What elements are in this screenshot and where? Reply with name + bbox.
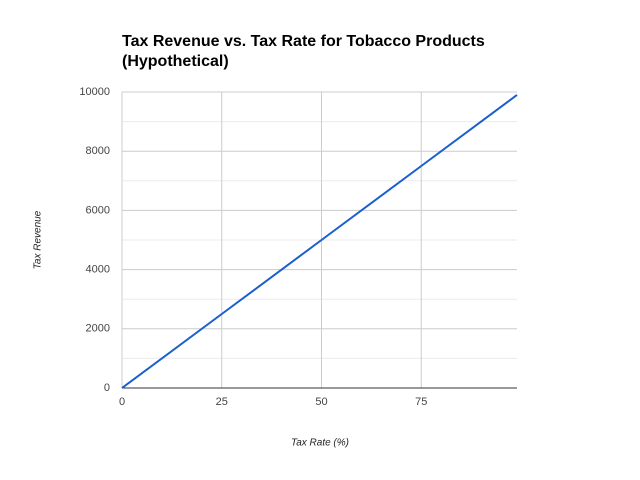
y-tick-label: 8000 (86, 145, 110, 157)
x-tick-label: 25 (216, 396, 228, 408)
line-series (121, 94, 518, 389)
y-tick-label: 10000 (79, 86, 110, 98)
y-tick-label: 0 (104, 382, 110, 394)
y-tick-label: 2000 (86, 323, 110, 335)
y-axis-title: Tax Revenue (33, 210, 44, 269)
x-tick-label: 75 (415, 396, 427, 408)
y-tick-label: 6000 (86, 204, 110, 216)
x-axis-title: Tax Rate (%) (291, 438, 349, 449)
chart-title: Tax Revenue vs. Tax Rate for Tobacco Pro… (122, 33, 485, 70)
x-tick-label: 50 (315, 396, 327, 408)
x-tick-label: 0 (119, 396, 125, 408)
y-tick-label: 4000 (86, 264, 110, 276)
